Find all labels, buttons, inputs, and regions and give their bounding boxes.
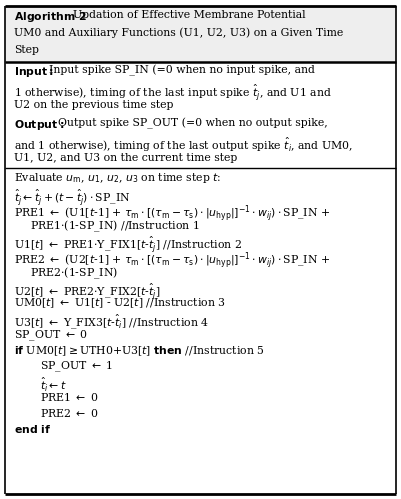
Text: Updation of Effective Membrane Potential: Updation of Effective Membrane Potential — [73, 10, 306, 20]
Text: Evaluate $u_{\mathrm{m}}$, $u_1$, $u_2$, $u_3$ on time step $t$:: Evaluate $u_{\mathrm{m}}$, $u_1$, $u_2$,… — [14, 171, 221, 185]
Text: SP_OUT $\leftarrow$ 1: SP_OUT $\leftarrow$ 1 — [40, 360, 113, 374]
Text: $\mathbf{end\ if}$: $\mathbf{end\ if}$ — [14, 423, 51, 435]
Text: 1 otherwise), timing of the last input spike $\hat{t}_j$, and U1 and: 1 otherwise), timing of the last input s… — [14, 82, 332, 103]
Text: PRE2 $\leftarrow$ (U2[$t$-1] + $\tau_{\mathrm{m}}\cdot[(\tau_{\mathrm{m}} - \tau: PRE2 $\leftarrow$ (U2[$t$-1] + $\tau_{\m… — [14, 250, 330, 270]
Text: U2[$t$] $\leftarrow$ PRE2$\cdot$Y_FIX2[$t$-$\hat{t}_j$]: U2[$t$] $\leftarrow$ PRE2$\cdot$Y_FIX2[$… — [14, 281, 160, 302]
Text: $\mathbf{if}$ UM0[$t$]$\geq$UTH0+U3[$t$] $\mathbf{then}$ //Instruction 5: $\mathbf{if}$ UM0[$t$]$\geq$UTH0+U3[$t$]… — [14, 344, 265, 358]
Text: U1[$t$] $\leftarrow$ PRE1$\cdot$Y_FIX1[$t$-$\hat{t}_j$] //Instruction 2: U1[$t$] $\leftarrow$ PRE1$\cdot$Y_FIX1[$… — [14, 234, 242, 254]
Text: PRE1 $\leftarrow$ (U1[$t$-1] + $\tau_{\mathrm{m}}\cdot[(\tau_{\mathrm{m}} - \tau: PRE1 $\leftarrow$ (U1[$t$-1] + $\tau_{\m… — [14, 203, 330, 224]
Text: Output spike SP_OUT (=0 when no output spike,: Output spike SP_OUT (=0 when no output s… — [58, 118, 328, 129]
Text: PRE1$\cdot$(1-SP_IN) //Instruction 1: PRE1$\cdot$(1-SP_IN) //Instruction 1 — [30, 218, 200, 234]
Text: PRE2$\cdot$(1-SP_IN): PRE2$\cdot$(1-SP_IN) — [30, 265, 118, 281]
Text: $\hat{t}_j \leftarrow \hat{t}_j + (t - \hat{t}_j)\cdot$SP_IN: $\hat{t}_j \leftarrow \hat{t}_j + (t - \… — [14, 187, 130, 208]
Text: $\mathbf{Algorithm\ 2}$: $\mathbf{Algorithm\ 2}$ — [14, 10, 87, 24]
Text: UM0 and Auxiliary Functions (U1, U2, U3) on a Given Time: UM0 and Auxiliary Functions (U1, U2, U3)… — [14, 28, 343, 38]
Text: UM0[$t$] $\leftarrow$ U1[$t$] - U2[$t$] //Instruction 3: UM0[$t$] $\leftarrow$ U1[$t$] - U2[$t$] … — [14, 297, 226, 310]
Text: U2 on the previous time step: U2 on the previous time step — [14, 100, 174, 110]
Text: $\mathbf{Input:}$: $\mathbf{Input:}$ — [14, 65, 54, 79]
Text: U1, U2, and U3 on the current time step: U1, U2, and U3 on the current time step — [14, 153, 237, 163]
Text: $\hat{t}_i \leftarrow t$: $\hat{t}_i \leftarrow t$ — [40, 375, 67, 394]
Text: $\mathbf{Output:}$: $\mathbf{Output:}$ — [14, 118, 64, 132]
Text: PRE2 $\leftarrow$ 0: PRE2 $\leftarrow$ 0 — [40, 407, 99, 419]
Text: and 1 otherwise), timing of the last output spike $\hat{t}_i$, and UM0,: and 1 otherwise), timing of the last out… — [14, 136, 353, 154]
Text: U3[$t$] $\leftarrow$ Y_FIX3[$t$-$\hat{t}_i$] //Instruction 4: U3[$t$] $\leftarrow$ Y_FIX3[$t$-$\hat{t}… — [14, 312, 209, 331]
Text: SP_OUT $\leftarrow$ 0: SP_OUT $\leftarrow$ 0 — [14, 328, 88, 343]
Text: Input spike SP_IN (=0 when no input spike, and: Input spike SP_IN (=0 when no input spik… — [49, 65, 315, 76]
Text: PRE1 $\leftarrow$ 0: PRE1 $\leftarrow$ 0 — [40, 391, 99, 403]
Text: Step: Step — [14, 45, 39, 55]
Bar — [5, 6, 396, 62]
